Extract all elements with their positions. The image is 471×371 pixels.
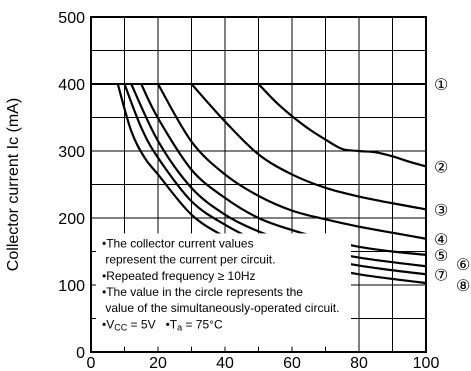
y-tick-label: 500: [58, 10, 85, 27]
x-tick-label: 60: [283, 355, 301, 371]
note-line-1: •The collector current values: [102, 236, 254, 250]
ta-subscript: a: [177, 322, 182, 332]
curve-4: [157, 83, 427, 240]
curve-label-1: ①: [434, 77, 448, 94]
curve-label-6: ⑥: [456, 257, 470, 274]
vcc-subscript: CC: [114, 322, 127, 332]
y-tick-label: 400: [58, 77, 85, 94]
y-tick-labels: 0 100 200 300 400 500: [58, 10, 85, 362]
note-line-2: represent the current per circuit.: [102, 253, 275, 267]
ta-prefix: •T: [166, 317, 178, 331]
note-background: [96, 233, 351, 347]
curve-label-4: ④: [434, 232, 448, 249]
note-box: •The collector current values represent …: [96, 233, 351, 347]
curve-label-7: ⑦: [434, 267, 448, 284]
conditions-line: •VCC = 5V •Ta = 75°C: [102, 317, 223, 332]
note-line-3: •Repeated frequency ≥ 10Hz: [102, 269, 256, 283]
curve-2: [257, 83, 427, 168]
x-tick-label: 0: [87, 355, 96, 371]
x-tick-labels: 0 20 40 60 80 100: [87, 355, 440, 371]
y-axis-label: Collector current Ic (mA): [5, 98, 22, 271]
x-tick-label: 80: [350, 355, 368, 371]
note-line-4: •The value in the circle represents the: [102, 285, 303, 299]
x-tick-label: 40: [216, 355, 234, 371]
vcc-value: = 5V: [127, 317, 155, 331]
vcc-prefix: •V: [102, 317, 114, 331]
note-line-5: value of the simultaneously-operated cir…: [102, 301, 339, 315]
ta-value: = 75°C: [182, 317, 223, 331]
curve-label-8: ⑧: [456, 278, 470, 295]
y-tick-label: 300: [58, 144, 85, 161]
y-tick-label: 200: [58, 211, 85, 228]
curve-label-5: ⑤: [434, 248, 448, 265]
plot-frame: [90, 16, 427, 353]
curve-label-3: ③: [434, 202, 448, 219]
x-tick-label: 100: [413, 355, 440, 371]
curve-label-2: ②: [434, 159, 448, 176]
curve-3: [190, 83, 427, 211]
y-tick-label: 100: [58, 278, 85, 295]
curve-5: [140, 83, 427, 256]
x-tick-label: 20: [149, 355, 167, 371]
y-tick-label: 0: [76, 345, 85, 362]
